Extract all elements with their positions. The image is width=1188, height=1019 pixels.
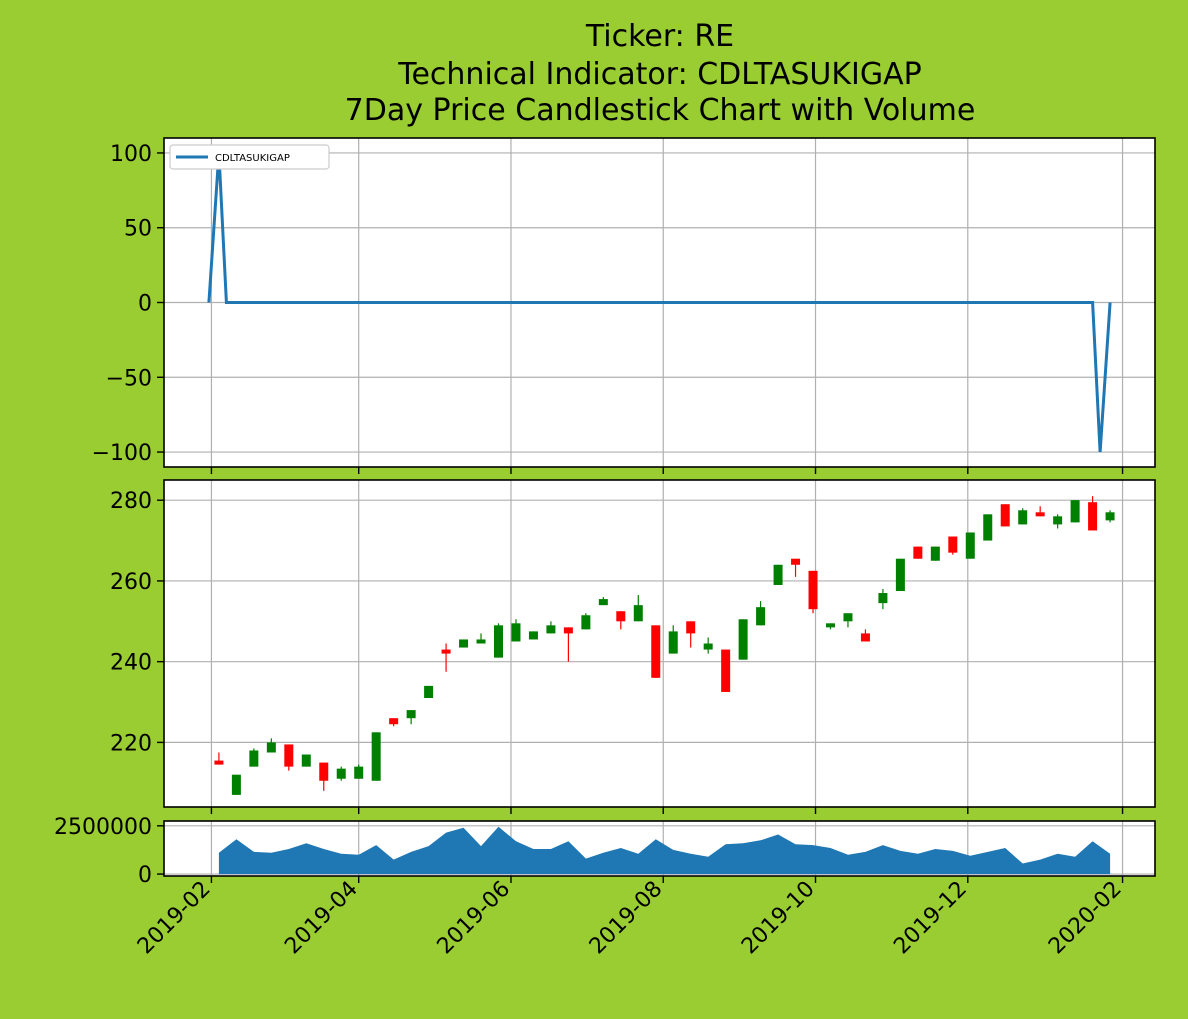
candle-body-35 <box>825 623 835 628</box>
price-ytick-label-1: 260 <box>110 570 152 595</box>
candle-body-16 <box>493 625 503 658</box>
candle-body-0 <box>214 760 224 765</box>
price-frame <box>163 479 1156 808</box>
candle-body-34 <box>808 570 818 610</box>
volume-ytick-label-1: 0 <box>138 863 152 888</box>
candle-body-45 <box>1000 504 1010 527</box>
candle-body-23 <box>616 611 626 622</box>
legend-box <box>169 144 330 170</box>
price-y-axis: 280 260 240 220 <box>110 489 1124 814</box>
candle-body-13 <box>441 649 451 654</box>
volume-y-axis: 2500000 0 <box>54 815 1124 888</box>
price-candles <box>214 496 1115 795</box>
candle-body-20 <box>563 627 573 634</box>
legend-label: CDLTASUKIGAP <box>215 153 290 164</box>
indicator-ytick-label-1: 50 <box>124 217 152 242</box>
candle-body-10 <box>389 718 399 725</box>
candle-body-42 <box>948 536 958 553</box>
candle-body-39 <box>895 558 905 592</box>
candle-body-4 <box>284 744 294 767</box>
candle-body-46 <box>1018 510 1028 525</box>
candle-body-15 <box>476 639 486 644</box>
price-ytick-label-3: 220 <box>110 731 152 756</box>
candle-body-12 <box>424 685 434 698</box>
indicator-y-axis: 100 50 0 −50 −100 <box>92 142 1124 474</box>
indicator-ytick-label-4: −100 <box>92 441 152 466</box>
candle-body-30 <box>738 619 748 660</box>
candle-body-7 <box>336 768 346 779</box>
chart-title-line-3: 7Day Price Candlestick Chart with Volume <box>345 93 976 128</box>
indicator-line <box>207 152 1112 453</box>
candle-body-22 <box>598 599 608 606</box>
candle-body-49 <box>1070 500 1080 523</box>
chart-title-line-1: Ticker: RE <box>585 19 734 54</box>
candle-body-2 <box>249 750 259 767</box>
candle-body-43 <box>965 532 975 559</box>
volume-panel: 2500000 0 <box>54 815 1156 888</box>
candle-body-41 <box>930 546 940 561</box>
candle-body-40 <box>913 546 923 559</box>
candle-body-28 <box>703 643 713 650</box>
candle-body-51 <box>1105 512 1115 521</box>
price-grid <box>164 480 1155 807</box>
candle-body-11 <box>406 710 416 719</box>
candle-body-6 <box>319 762 329 781</box>
candle-body-24 <box>633 605 643 622</box>
candle-body-18 <box>528 631 538 640</box>
candle-body-33 <box>791 558 801 565</box>
candle-body-36 <box>843 613 853 622</box>
candle-body-3 <box>266 742 276 753</box>
candle-body-29 <box>721 649 731 692</box>
candle-body-19 <box>546 625 556 634</box>
candle-body-38 <box>878 593 888 604</box>
chart-title-line-2: Technical Indicator: CDLTASUKIGAP <box>397 57 922 92</box>
price-ytick-label-2: 240 <box>110 651 152 676</box>
candle-body-9 <box>371 732 381 781</box>
candle-body-44 <box>983 514 993 541</box>
indicator-ytick-label-0: 100 <box>110 142 152 167</box>
indicator-ytick-label-3: −50 <box>106 366 152 391</box>
candle-body-26 <box>668 631 678 654</box>
candle-body-17 <box>511 623 521 642</box>
volume-frame <box>163 820 1156 877</box>
candle-body-14 <box>459 639 469 648</box>
candle-body-48 <box>1053 516 1063 525</box>
candle-body-8 <box>354 766 364 779</box>
candle-body-37 <box>860 633 870 642</box>
price-ytick-label-0: 280 <box>110 489 152 514</box>
price-panel: 280 260 240 220 <box>110 479 1156 814</box>
candle-body-21 <box>581 615 591 630</box>
candle-body-1 <box>231 774 241 795</box>
candle-body-27 <box>686 621 696 634</box>
indicator-legend: CDLTASUKIGAP <box>169 144 330 170</box>
candle-body-50 <box>1088 502 1098 531</box>
indicator-ytick-label-2: 0 <box>138 292 152 317</box>
candle-body-5 <box>301 754 311 767</box>
candle-body-32 <box>773 564 783 585</box>
volume-ytick-label-0: 2500000 <box>54 815 152 840</box>
candle-body-47 <box>1035 512 1045 517</box>
candle-body-25 <box>651 625 661 678</box>
indicator-panel: 100 50 0 −50 −100 CDLTASUKIGAP <box>92 137 1156 474</box>
candle-body-31 <box>756 607 766 626</box>
volume-area <box>218 826 1111 875</box>
